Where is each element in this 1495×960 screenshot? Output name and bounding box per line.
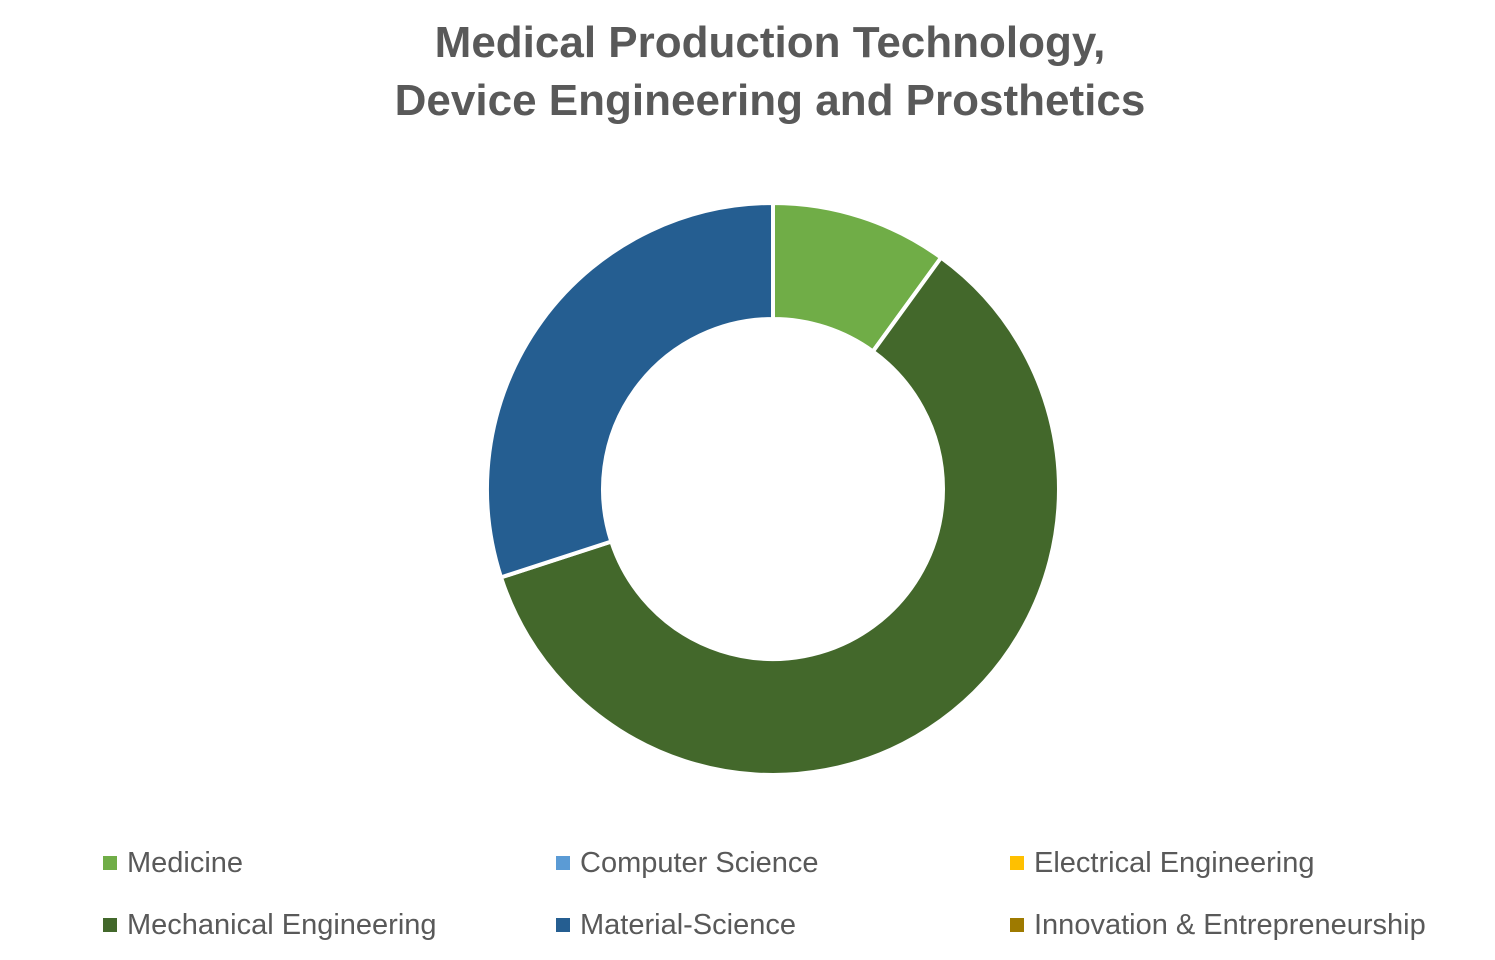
donut-slice-material-science (485, 200, 775, 580)
donut-slice-mechanical-engineering (498, 254, 1061, 777)
chart-title: Medical Production Technology, Device En… (0, 14, 1495, 130)
chart-title-line-1: Medical Production Technology, (434, 18, 1106, 67)
chart-title-line-2: Device Engineering and Prosthetics (394, 76, 1146, 125)
